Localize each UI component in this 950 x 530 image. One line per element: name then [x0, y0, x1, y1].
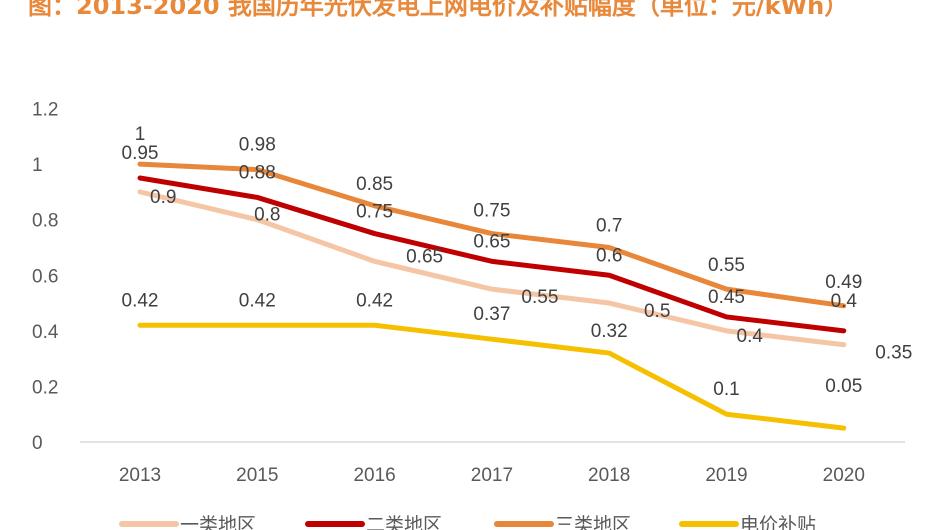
x-tick-label: 2016	[353, 465, 395, 486]
data-label: 0.05	[825, 376, 862, 397]
data-label: 0.75	[473, 201, 510, 222]
data-label: 0.7	[596, 215, 622, 236]
x-tick-label: 2017	[471, 465, 513, 486]
data-label: 0.4	[737, 326, 764, 347]
data-label: 0.42	[122, 290, 159, 311]
series-line-1	[137, 175, 847, 334]
data-label: 0.8	[254, 205, 280, 226]
data-label: 0.55	[708, 255, 745, 276]
data-label: 0.32	[591, 321, 628, 342]
data-label: 0.4	[831, 291, 858, 312]
x-tick-label: 2018	[588, 465, 630, 486]
data-label: 1	[135, 124, 146, 145]
series-line-0	[137, 189, 847, 348]
data-labels: 0.9 0.8 0.65 0.55 0.5 0.4 0.35 0.95 0.88 0.75 0.65…	[122, 124, 913, 400]
x-tick-label: 2013	[119, 465, 161, 486]
data-label: 0.9	[150, 187, 176, 208]
data-label: 0.1	[713, 379, 739, 400]
y-tick-label: 0.4	[32, 322, 59, 343]
y-tick-label: 0	[32, 433, 43, 454]
series-line-2	[137, 161, 847, 309]
legend-label: 一类地区	[180, 514, 256, 530]
y-tick-label: 0.6	[32, 266, 58, 287]
data-label: 0.85	[356, 174, 393, 195]
data-label: 0.37	[473, 304, 510, 325]
legend-label: 电价补贴	[740, 514, 816, 530]
x-tick-label: 2020	[823, 465, 865, 486]
data-label: 0.42	[239, 290, 276, 311]
data-label: 0.75	[356, 202, 393, 223]
y-tick-label: 0.2	[32, 377, 58, 398]
data-label: 0.65	[406, 246, 443, 267]
y-tick-label: 1	[32, 155, 43, 176]
legend-label: 三类地区	[555, 514, 631, 530]
data-label: 0.35	[875, 343, 912, 364]
data-label: 0.49	[825, 272, 862, 293]
y-tick-label: 0.8	[32, 211, 58, 232]
legend-label: 二类地区	[366, 514, 442, 530]
chart-title: 图：2013-2020 我国历年光伏发电上网电价及补贴幅度（单位：元/kWh）	[28, 0, 849, 20]
axes: 0 0.2 0.4 0.6 0.8 1 1.2 2013 2015 2016 2017 2018 201…	[32, 100, 905, 486]
data-label: 0.45	[708, 287, 745, 308]
data-label: 0.95	[122, 143, 159, 164]
data-label: 0.6	[596, 245, 622, 266]
data-label: 0.88	[239, 162, 276, 183]
x-tick-label: 2015	[236, 465, 278, 486]
series-lines	[137, 161, 847, 431]
legend: 一类地区 二类地区 三类地区 电价补贴	[119, 514, 816, 530]
series-line-3	[137, 322, 847, 431]
data-label: 0.42	[356, 290, 393, 311]
x-tick-label: 2019	[705, 465, 747, 486]
data-label: 0.98	[239, 135, 276, 156]
y-tick-label: 1.2	[32, 100, 58, 121]
data-label: 0.55	[521, 287, 558, 308]
data-label: 0.5	[644, 301, 670, 322]
data-label: 0.65	[473, 231, 510, 252]
